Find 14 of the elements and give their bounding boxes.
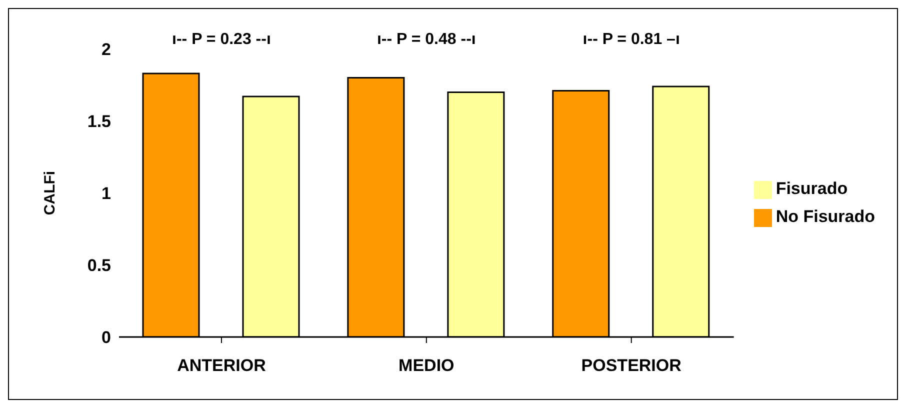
text: ı-- P = 0.23 --ı bbox=[172, 31, 271, 48]
y-tick-label: 1.5 bbox=[87, 112, 111, 132]
y-tick-label: 1 bbox=[102, 184, 111, 204]
text: ı-- P = 0.81 –ı bbox=[582, 31, 680, 48]
y-axis-title: CALFi bbox=[41, 170, 58, 216]
x-tick-label: POSTERIOR bbox=[581, 356, 682, 376]
y-tick-label: 0.5 bbox=[87, 256, 111, 276]
legend-label: Fisurado bbox=[776, 179, 848, 198]
x-tick-label: ANTERIOR bbox=[177, 356, 266, 376]
legend-label: No Fisurado bbox=[776, 207, 875, 226]
y-tick-label: 2 bbox=[102, 40, 111, 60]
text: ı-- P = 0.48 --ı bbox=[376, 31, 476, 48]
x-tick-label: MEDIO bbox=[398, 356, 454, 376]
y-tick-label: 0 bbox=[102, 328, 111, 348]
